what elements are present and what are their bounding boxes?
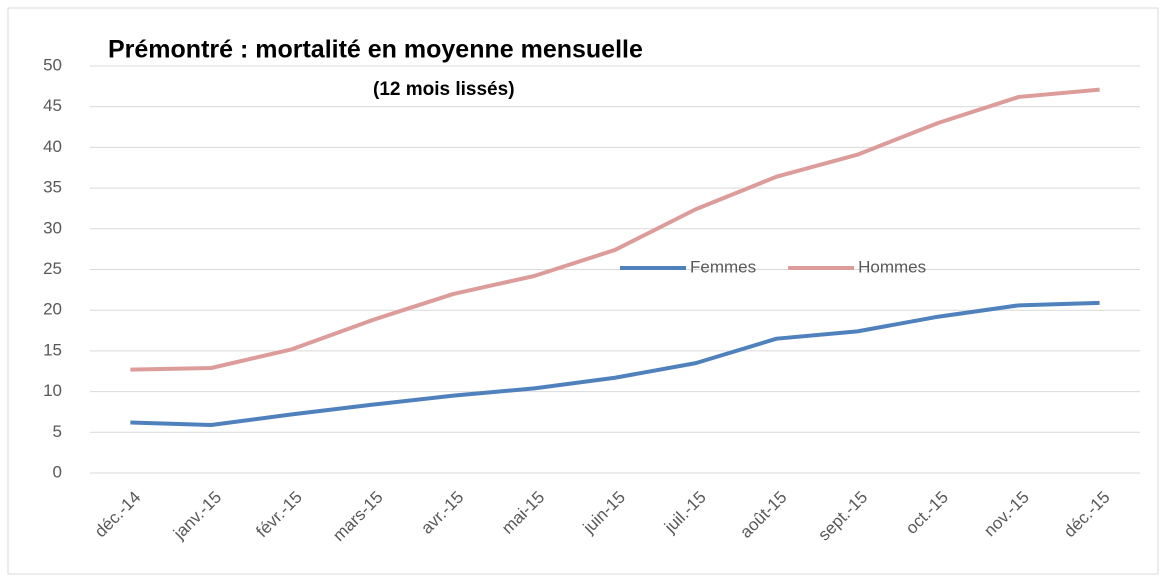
y-tick-label: 10 [43,381,62,400]
y-tick-label: 50 [43,55,62,74]
y-tick-label: 5 [53,422,62,441]
y-tick-label: 35 [43,178,62,197]
legend-label: Hommes [858,257,926,276]
legend-label: Femmes [690,257,756,276]
y-tick-label: 20 [43,300,62,319]
y-tick-label: 40 [43,137,62,156]
chart-title: Prémontré : mortalité en moyenne mensuel… [108,36,643,64]
chart-subtitle: (12 mois lissés) [373,79,515,100]
y-tick-label: 45 [43,96,62,115]
line-series [130,87,1100,372]
chart-border [7,7,1159,575]
y-tick-label: 15 [43,340,62,359]
y-tick-label: 25 [43,259,62,278]
y-tick-label: 0 [53,462,62,481]
line-series [130,300,1100,427]
y-tick-label: 30 [43,218,62,237]
